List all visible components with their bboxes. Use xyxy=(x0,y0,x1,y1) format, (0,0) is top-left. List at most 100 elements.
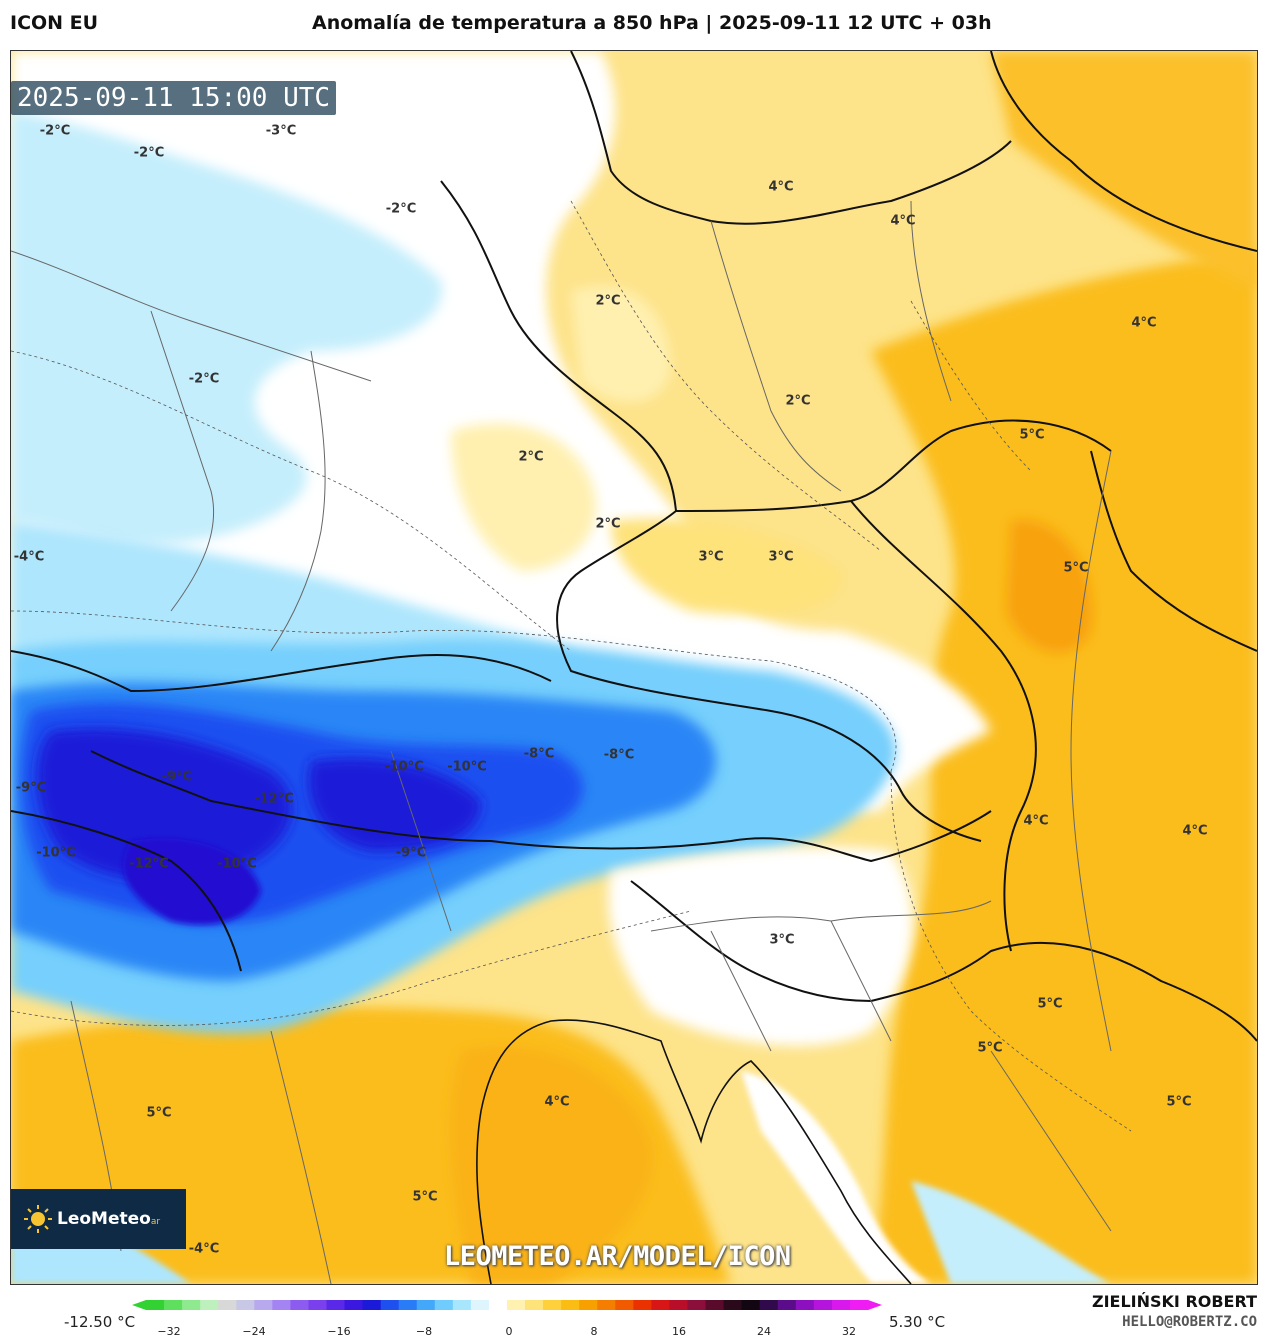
logo-text: LeoMeteoar xyxy=(57,1209,161,1229)
map-title: Anomalía de temperatura a 850 hPa | 2025… xyxy=(312,12,992,34)
author-email: HELLO@ROBERTZ.CO xyxy=(1122,1314,1257,1330)
contour-label: -4°C xyxy=(13,549,45,565)
contour-label: -12°C xyxy=(254,791,294,807)
colorbar-segment xyxy=(849,1300,869,1310)
region-borders xyxy=(11,200,1112,1284)
colorbar-segment xyxy=(543,1300,562,1310)
contour-label: 4°C xyxy=(1131,315,1157,331)
colorbar-tick-label: −24 xyxy=(242,1325,266,1338)
contour-label: 3°C xyxy=(698,549,724,565)
colorbar-segment xyxy=(579,1300,598,1310)
colorbar-tick-label: −32 xyxy=(157,1325,181,1338)
colorbar-segment xyxy=(651,1300,670,1310)
contour-label: 2°C xyxy=(518,449,544,465)
contour-label: -9°C xyxy=(395,845,427,861)
contour-label: -12°C xyxy=(129,856,169,872)
watermark-url: LEOMETEO.AR/MODEL/ICON xyxy=(444,1241,791,1272)
colorbar-segment xyxy=(615,1300,634,1310)
colorbar xyxy=(132,1300,882,1310)
contour-label: -9°C xyxy=(15,780,47,796)
contour-label: 4°C xyxy=(1023,813,1049,829)
colorbar-tick-label: 16 xyxy=(672,1325,686,1338)
valid-time-stamp: 2025-09-11 15:00 UTC xyxy=(11,81,337,115)
contour-label: 2°C xyxy=(595,516,621,532)
author-name: ZIELIŃSKI ROBERT xyxy=(1091,1292,1257,1311)
contour-label: 5°C xyxy=(1063,560,1089,576)
colorbar-segment xyxy=(633,1300,652,1310)
contour-label: -8°C xyxy=(523,746,555,762)
contour-label: -2°C xyxy=(385,201,417,217)
map-panel: 2025-09-11 15:00 UTC -2°C -3°C -2°C -2°C -2°… xyxy=(10,50,1258,1285)
colorbar-min-value: -12.50 °C xyxy=(64,1313,136,1331)
colorbar-segment xyxy=(218,1300,237,1310)
colorbar-tick-label: 24 xyxy=(757,1325,771,1338)
colorbar-segment xyxy=(561,1300,580,1310)
contour-label: 5°C xyxy=(977,1040,1003,1056)
colorbar-segment xyxy=(759,1300,779,1310)
contour-label: 5°C xyxy=(1166,1094,1192,1110)
colorbar-max-value: 5.30 °C xyxy=(889,1313,946,1331)
contour-label: -2°C xyxy=(133,145,165,161)
colorbar-segment xyxy=(416,1300,436,1310)
colorbar-segment xyxy=(452,1300,472,1310)
colorbar-segment xyxy=(344,1300,364,1310)
colorbar-segment xyxy=(236,1300,255,1310)
model-name: ICON EU xyxy=(10,12,99,34)
colorbar-segment xyxy=(669,1300,688,1310)
colorbar-segment xyxy=(723,1300,743,1310)
contour-label: -10°C xyxy=(384,759,424,775)
contour-label: -10°C xyxy=(36,845,76,861)
colorbar-segment xyxy=(507,1300,526,1310)
light-blue-west xyxy=(11,111,443,544)
colorbar-segment xyxy=(795,1300,815,1310)
colorbar-segment xyxy=(434,1300,454,1310)
contour-label: 4°C xyxy=(890,213,916,229)
colorbar-segment xyxy=(488,1300,508,1310)
colorbar-segment xyxy=(741,1300,761,1310)
contour-label: 5°C xyxy=(412,1189,438,1205)
isotherm-contours xyxy=(11,200,1132,1132)
contour-label: -8°C xyxy=(603,747,635,763)
country-borders xyxy=(11,51,1257,1042)
colorbar-segment xyxy=(831,1300,851,1310)
colorbar-min-arrow xyxy=(132,1300,146,1310)
colorbar-segment xyxy=(705,1300,725,1310)
contour-label: 5°C xyxy=(146,1105,172,1121)
contour-label: -2°C xyxy=(188,371,220,387)
colorbar-tick-label: 8 xyxy=(590,1325,598,1338)
contour-label: 2°C xyxy=(595,293,621,309)
contour-label: 5°C xyxy=(1037,996,1063,1012)
colorbar-max-arrow xyxy=(868,1300,882,1310)
colorbar-segment xyxy=(398,1300,418,1310)
colorbar-tick-label: 0 xyxy=(505,1325,513,1338)
colorbar-segment xyxy=(290,1300,309,1310)
contour-label: -9°C xyxy=(161,769,193,785)
contour-label: -4°C xyxy=(188,1241,220,1257)
contour-label: 4°C xyxy=(768,179,794,195)
contour-label: -10°C xyxy=(217,856,257,872)
contour-label: 3°C xyxy=(768,549,794,565)
colorbar-segment xyxy=(597,1300,616,1310)
leometeo-logo: LeoMeteoar xyxy=(11,1189,186,1249)
colorbar-segment xyxy=(687,1300,707,1310)
colorbar-segment xyxy=(362,1300,382,1310)
colorbar-segment xyxy=(380,1300,400,1310)
contour-label: 4°C xyxy=(544,1094,570,1110)
colorbar-segment xyxy=(146,1300,165,1310)
colorbar-tick-label: 32 xyxy=(842,1325,856,1338)
colorbar-tick-label: −16 xyxy=(327,1325,351,1338)
colorbar-segment xyxy=(164,1300,183,1310)
colorbar-segment xyxy=(254,1300,273,1310)
temperature-anomaly-map xyxy=(11,51,1257,1284)
contour-label: 3°C xyxy=(769,932,795,948)
contour-label: -2°C xyxy=(39,123,71,139)
contour-label: 5°C xyxy=(1019,427,1045,443)
colorbar-tick-label: −8 xyxy=(415,1325,433,1338)
colorbar-segment xyxy=(326,1300,346,1310)
contour-label: -10°C xyxy=(447,759,487,775)
sun-icon xyxy=(23,1204,53,1234)
colorbar-segment xyxy=(525,1300,544,1310)
colorbar-segment xyxy=(182,1300,201,1310)
colorbar-segment xyxy=(272,1300,291,1310)
colorbar-segment xyxy=(308,1300,327,1310)
